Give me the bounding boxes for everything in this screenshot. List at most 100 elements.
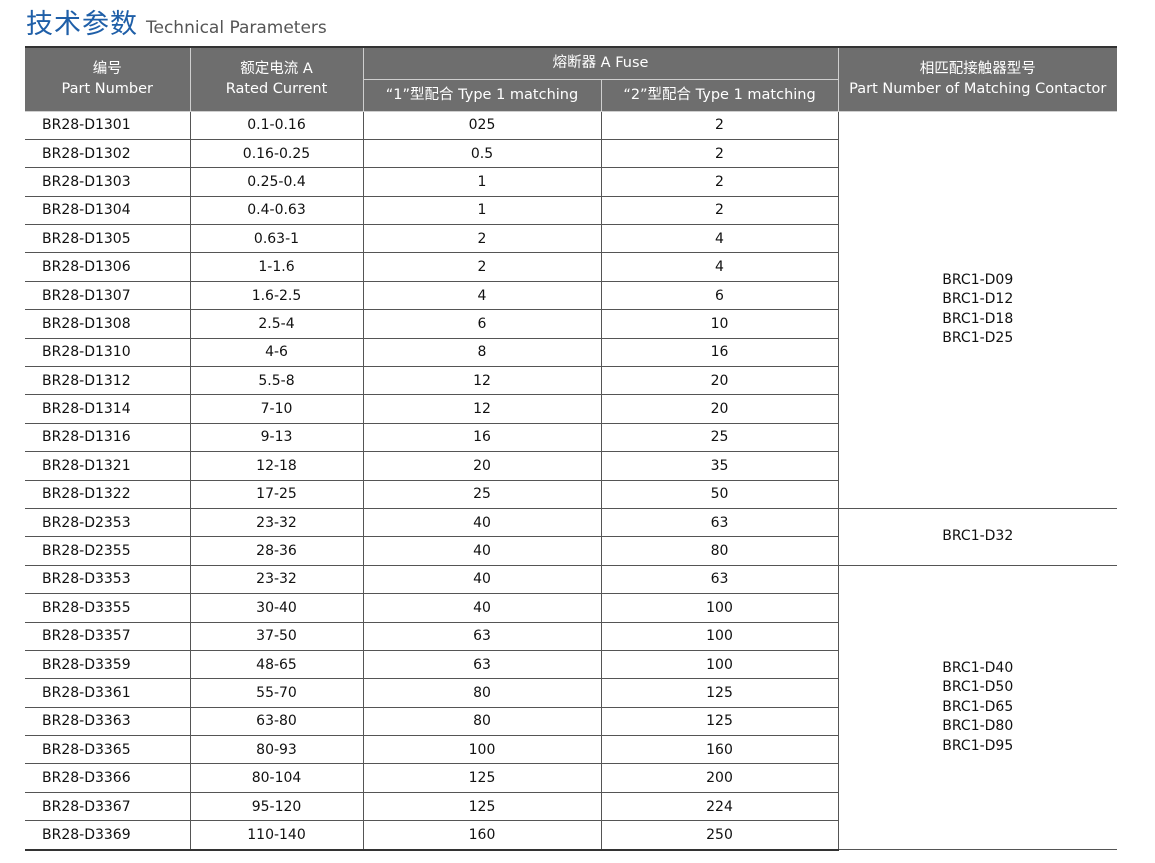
part-number-cell: BR28-D1302: [25, 138, 191, 169]
type1-fuse-cell: 025: [362, 110, 602, 140]
rated-current-cell: 1-1.6: [189, 252, 364, 282]
part-number-cell: BR28-D1307: [25, 280, 191, 311]
type1-fuse-cell: 40: [362, 593, 602, 623]
table-row: BR28-D3366 80-104 125 200: [25, 763, 1117, 793]
contactor-model: BRC1-D65: [942, 698, 1014, 715]
part-number-cell: BR28-D1303: [25, 167, 191, 197]
table-row: BR28-D3353 23-32 40 63 BRC1-D40 BRC1-D50 BRC1-…: [25, 564, 1118, 851]
rated-current-cell: 0.4-0.63: [189, 195, 364, 226]
rated-current-cell: 0.63-1: [189, 224, 364, 254]
type1-fuse-cell: 4: [362, 280, 602, 311]
table-row: BR28-D1316 9-13 16 25: [25, 422, 1117, 453]
type2-fuse-cell: 250: [600, 820, 839, 851]
part-number-cell: BR28-D1306: [25, 252, 191, 282]
type1-fuse-cell: 63: [362, 621, 602, 651]
type1-fuse-cell: 0.5: [362, 138, 602, 169]
type2-fuse-cell: 200: [600, 763, 839, 793]
type2-fuse-cell: 2: [600, 195, 839, 226]
table-row: BR28-D1312 5.5-8 12 20: [25, 366, 1117, 396]
part-number-cell: BR28-D1310: [25, 337, 191, 368]
type2-fuse-cell: 100: [600, 593, 839, 623]
type2-fuse-cell: 16: [600, 337, 839, 368]
type2-fuse-cell: 25: [600, 422, 839, 453]
table-row: BR28-D3361 55-70 80 125: [25, 678, 1117, 708]
type1-fuse-cell: 80: [362, 706, 602, 737]
table-row: BR28-D1314 7-10 12 20: [25, 394, 1117, 424]
type1-fuse-cell: 12: [362, 394, 602, 424]
type2-fuse-cell: 50: [600, 479, 839, 509]
rated-current-cell: 63-80: [189, 706, 364, 737]
type2-fuse-cell: 63: [600, 507, 839, 538]
type2-fuse-cell: 100: [600, 649, 839, 680]
contactor-model: BRC1-D40: [942, 659, 1014, 676]
type2-fuse-cell: 2: [600, 167, 839, 197]
type2-fuse-cell: 160: [600, 735, 839, 765]
type1-fuse-cell: 40: [362, 536, 602, 566]
type2-fuse-cell: 35: [600, 451, 839, 481]
contactor-cell: BRC1-D09 BRC1-D12 BRC1-D18 BRC1-D25: [837, 110, 1118, 509]
type1-fuse-cell: 160: [362, 820, 602, 851]
header-part-number: 编号 Part Number: [25, 46, 191, 112]
type1-fuse-cell: 125: [362, 763, 602, 793]
rated-current-cell: 23-32: [189, 564, 364, 595]
type1-fuse-cell: 80: [362, 678, 602, 708]
header-contactor-cn: 相匹配接触器型号: [919, 61, 1036, 78]
part-number-cell: BR28-D1321: [25, 451, 191, 481]
type2-fuse-cell: 20: [600, 366, 839, 396]
part-number-cell: BR28-D1312: [25, 366, 191, 396]
rated-current-cell: 28-36: [189, 536, 364, 566]
table-row: BR28-D1305 0.63-1 2 4: [25, 224, 1117, 254]
header-contactor: 相匹配接触器型号 Part Number of Matching Contacto…: [837, 46, 1118, 112]
rated-current-cell: 110-140: [189, 820, 364, 851]
rated-current-cell: 37-50: [189, 621, 364, 651]
table-row: BR28-D1304 0.4-0.63 1 2: [25, 195, 1117, 226]
type1-fuse-cell: 2: [362, 224, 602, 254]
table-row: BR28-D3363 63-80 80 125: [25, 706, 1117, 737]
type1-fuse-cell: 40: [362, 564, 602, 595]
rated-current-cell: 80-93: [189, 735, 364, 765]
part-number-cell: BR28-D3357: [25, 621, 191, 651]
table-row: BR28-D1321 12-18 20 35: [25, 451, 1117, 481]
table-row: BR28-D1308 2.5-4 6 10: [25, 309, 1117, 339]
part-number-cell: BR28-D1305: [25, 224, 191, 254]
type2-fuse-cell: 125: [600, 678, 839, 708]
table-row: BR28-D1322 17-25 25 50: [25, 479, 1117, 509]
rated-current-cell: 55-70: [189, 678, 364, 708]
part-number-cell: BR28-D3363: [25, 706, 191, 737]
table-row: BR28-D2355 28-36 40 80: [25, 536, 1117, 566]
contactor-model: BRC1-D80: [942, 718, 1014, 735]
title-cn: 技术参数: [26, 9, 138, 40]
table-body: BR28-D1301 0.1-0.16 025 2 BRC1-D09 BRC1-D12 BR…: [25, 110, 1118, 851]
type2-fuse-cell: 224: [600, 791, 839, 822]
contactor-model: BRC1-D18: [942, 310, 1014, 327]
header-type2: “2”型配合 Type 1 matching: [600, 78, 839, 112]
technical-parameters-table: 编号 Part Number 额定电流 A Rated Current 熔断器 A …: [25, 46, 1118, 851]
header-contactor-en: Part Number of Matching Contactor: [849, 81, 1107, 98]
type2-fuse-cell: 4: [600, 252, 839, 282]
rated-current-cell: 12-18: [189, 451, 364, 481]
contactor-model: BRC1-D12: [942, 291, 1014, 308]
part-number-cell: BR28-D1308: [25, 309, 191, 339]
rated-current-cell: 17-25: [189, 479, 364, 509]
rated-current-cell: 0.25-0.4: [189, 167, 364, 197]
type2-fuse-cell: 20: [600, 394, 839, 424]
type1-fuse-cell: 16: [362, 422, 602, 453]
type2-fuse-cell: 4: [600, 224, 839, 254]
header-type1: “1”型配合 Type 1 matching: [362, 78, 602, 112]
type1-fuse-cell: 100: [362, 735, 602, 765]
rated-current-cell: 1.6-2.5: [189, 280, 364, 311]
type1-fuse-cell: 2: [362, 252, 602, 282]
rated-current-cell: 2.5-4: [189, 309, 364, 339]
part-number-cell: BR28-D1314: [25, 394, 191, 424]
page-title: 技术参数 Technical Parameters: [26, 2, 327, 40]
contactor-cell: BRC1-D40 BRC1-D50 BRC1-D65 BRC1-D80 BRC1-D95: [837, 564, 1118, 851]
title-en: Technical Parameters: [146, 18, 327, 38]
part-number-cell: BR28-D1322: [25, 479, 191, 509]
contactor-model: BRC1-D09: [942, 271, 1014, 288]
part-number-cell: BR28-D1301: [25, 110, 191, 140]
type2-fuse-cell: 10: [600, 309, 839, 339]
header-rated-current-en: Rated Current: [225, 81, 328, 98]
rated-current-cell: 9-13: [189, 422, 364, 453]
rated-current-cell: 30-40: [189, 593, 364, 623]
contactor-model: BRC1-D50: [942, 679, 1014, 696]
